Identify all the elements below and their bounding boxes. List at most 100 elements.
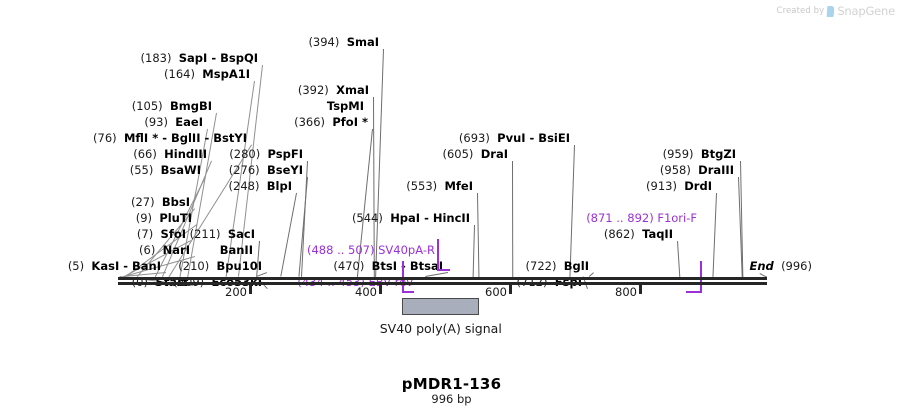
site-position: (280) [229, 147, 261, 161]
site-position: (248) [228, 179, 260, 193]
restriction-site-label[interactable]: (76) MflI * - BglII - BstYI [93, 132, 247, 145]
restriction-site-label[interactable]: (862) TaqII [604, 228, 673, 241]
restriction-site-label[interactable]: (959) BtgZI [663, 148, 736, 161]
site-position: (605) [442, 147, 474, 161]
site-position: (996) [781, 259, 812, 273]
restriction-site-label[interactable]: (7) SfoI [137, 228, 186, 241]
site-name: PluTI [159, 211, 192, 225]
restriction-site-label[interactable]: (55) BsaWI [130, 164, 201, 177]
site-position: (544) [351, 211, 383, 225]
ruler-tick-600 [509, 285, 512, 294]
restriction-site-label[interactable]: (164) MspA1I [164, 68, 250, 81]
site-position: (5) [67, 259, 85, 273]
restriction-site-label[interactable]: (27) BbsI [131, 196, 190, 209]
leader-line [677, 241, 681, 278]
site-position: (553) [406, 179, 438, 193]
site-position: (76) [93, 131, 117, 145]
primer-bar[interactable] [402, 291, 415, 293]
primer-bar[interactable] [686, 291, 700, 293]
restriction-site-label[interactable]: (66) HindIII [133, 148, 207, 161]
restriction-site-label[interactable]: (248) BlpI [229, 180, 292, 193]
site-name: SfoI [160, 227, 186, 241]
restriction-site-label[interactable]: TspMI [327, 100, 364, 113]
restriction-site-label[interactable]: (722) BglI [526, 260, 589, 273]
site-name: BlpI [266, 179, 292, 193]
ruler-label-800: 800 [615, 285, 637, 299]
restriction-site-label[interactable]: (9) PluTI [136, 212, 192, 225]
site-position: (392) [297, 83, 329, 97]
restriction-site-label[interactable]: (280) PspFI [229, 148, 303, 161]
restriction-site-label[interactable]: (553) MfeI [406, 180, 473, 193]
restriction-site-label[interactable]: (5) KasI - BanI [68, 260, 161, 273]
restriction-site-label[interactable]: (183) SapI - BspQI [141, 52, 258, 65]
leader-line [301, 160, 308, 277]
restriction-site-label[interactable]: (544) HpaI - HincII [352, 212, 470, 225]
site-name: BsaWI [160, 163, 201, 177]
site-name: Bpu10I [216, 259, 262, 273]
site-name: DrdI [684, 179, 712, 193]
site-name: KasI - BanI [91, 259, 161, 273]
restriction-site-label[interactable]: (93) EaeI [144, 116, 203, 129]
site-name: BbsI [161, 195, 190, 209]
site-name: PspFI [267, 147, 303, 161]
restriction-site-label[interactable]: (958) DraIII [660, 164, 734, 177]
restriction-site-label[interactable]: (913) DrdI [646, 180, 712, 193]
primer-feature-label[interactable]: (871 .. 892) F1ori-F [586, 211, 697, 225]
restriction-site-label[interactable]: (6) NarI [139, 244, 190, 257]
site-position: (394) [308, 35, 340, 49]
restriction-site-label[interactable]: End (996) [749, 260, 812, 273]
site-name: TaqII [642, 227, 673, 241]
primer-bar[interactable] [437, 269, 450, 271]
site-position: (470) [333, 259, 365, 273]
restriction-site-label[interactable]: (394) SmaI [308, 36, 379, 49]
restriction-site-label[interactable]: (211) SacI [190, 228, 255, 241]
site-position: (276) [228, 163, 260, 177]
plasmid-size-label: 996 bp [431, 392, 472, 406]
site-name: SmaI [346, 35, 379, 49]
primer-stem [437, 239, 440, 271]
site-name: BseYI [266, 163, 303, 177]
feature-box-sv40-polya[interactable] [402, 298, 480, 315]
site-position: (7) [136, 227, 154, 241]
restriction-site-label[interactable]: (605) DraI [442, 148, 508, 161]
site-position: (93) [144, 115, 168, 129]
site-position: (210) [178, 259, 210, 273]
site-position: (27) [130, 195, 155, 209]
snapgene-flag-icon [826, 5, 835, 17]
restriction-site-label[interactable]: (276) BseYI [229, 164, 303, 177]
restriction-site-label[interactable]: (210) Bpu10I [178, 260, 262, 273]
site-name: PvuI - BsiEI [497, 131, 570, 145]
ruler-tick-400 [379, 285, 382, 294]
site-name: End [749, 259, 774, 273]
primer-feature-label[interactable]: (488 .. 507) SV40pA-R [306, 243, 435, 257]
restriction-site-label[interactable]: (693) PvuI - BsiEI [459, 132, 570, 145]
leader-line [512, 161, 514, 278]
site-name: TspMI [326, 99, 364, 113]
site-name: SacI [227, 227, 255, 241]
restriction-site-label[interactable]: BanII [220, 244, 253, 257]
leader-line [472, 224, 475, 277]
site-position: (211) [189, 227, 221, 241]
ruler-label-200: 200 [225, 285, 247, 299]
site-position: (693) [458, 131, 490, 145]
restriction-site-label[interactable]: (105) BmgBI [132, 100, 212, 113]
site-name: DraIII [698, 163, 734, 177]
restriction-site-label[interactable]: (470) BtsI - BtsaI [333, 260, 443, 273]
site-name: HpaI - HincII [390, 211, 470, 225]
restriction-site-label[interactable]: (366) PfoI * [294, 116, 368, 129]
site-name: SapI - BspQI [178, 51, 258, 65]
watermark-created-by-label: Created by [776, 6, 825, 16]
site-position: (6) [139, 243, 156, 257]
site-name: BmgBI [169, 99, 212, 113]
site-position: (958) [659, 163, 691, 177]
site-name: MfeI [444, 179, 473, 193]
restriction-site-label[interactable]: (392) XmaI [298, 84, 369, 97]
site-position: (9) [135, 211, 152, 225]
site-position: (366) [294, 115, 326, 129]
site-name: DraI [480, 147, 508, 161]
site-name: EaeI [175, 115, 203, 129]
watermark-brand-label: SnapGene [837, 4, 895, 18]
ruler-tick-800 [639, 285, 642, 294]
site-name: MspA1I [202, 67, 250, 81]
